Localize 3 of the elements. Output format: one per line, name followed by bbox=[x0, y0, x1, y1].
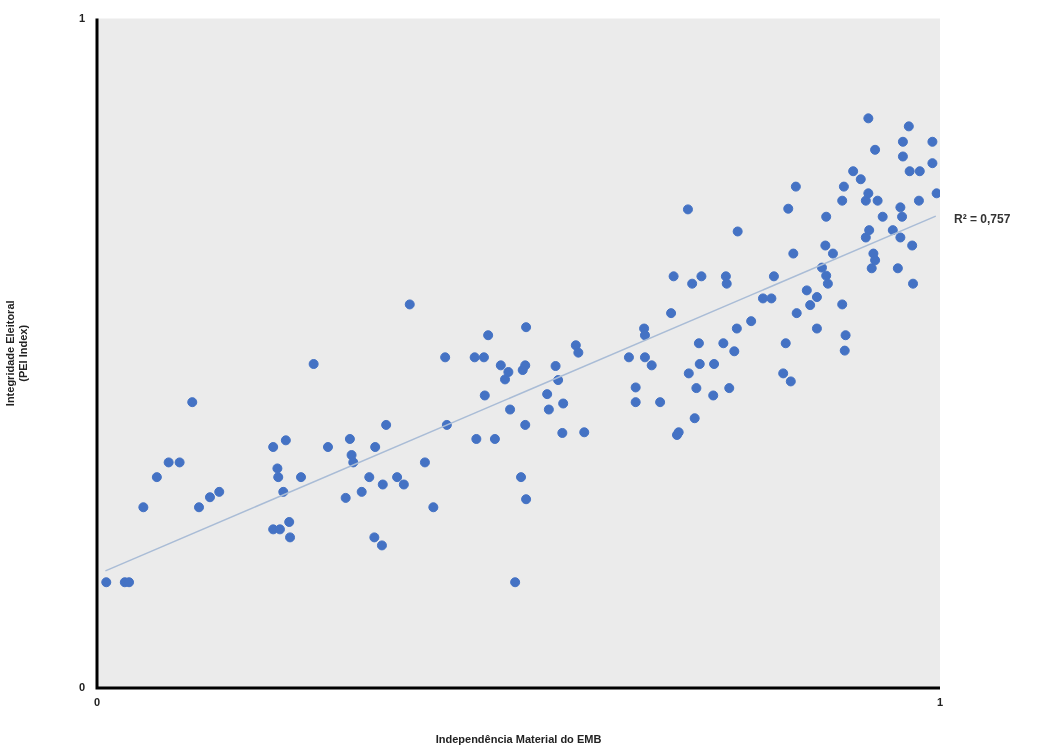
text: R² = 0,757 bbox=[954, 211, 1011, 226]
y-axis-title: Integridade Eleitoral (PEI Index) bbox=[3, 300, 29, 407]
x-axis-title: Independência Material do EMB bbox=[435, 733, 602, 746]
